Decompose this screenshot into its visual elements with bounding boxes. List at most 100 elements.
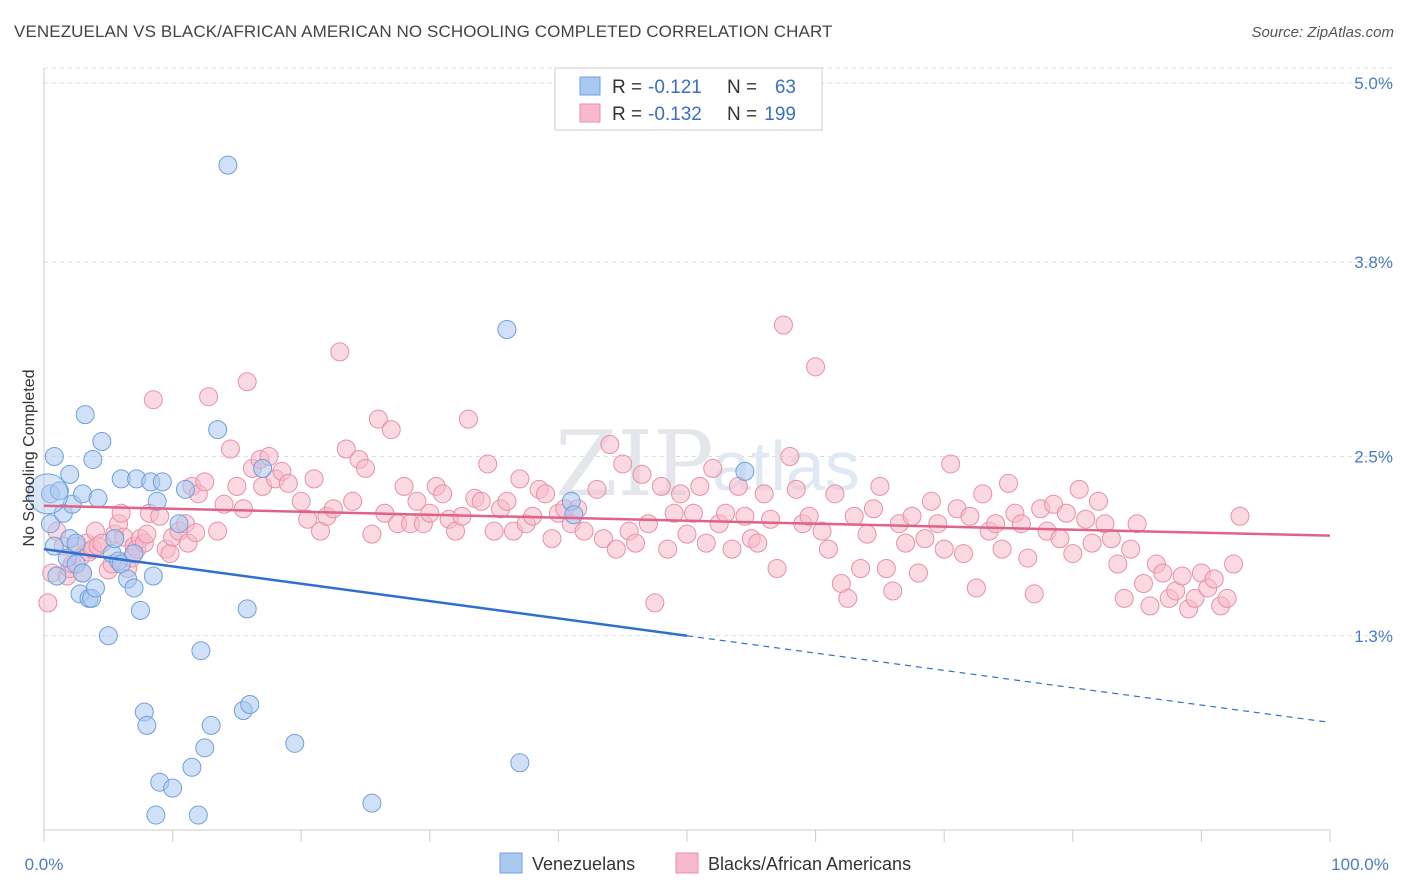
black-african-american-point xyxy=(863,499,883,519)
venezuelan-point xyxy=(47,566,67,586)
venezuelan-point xyxy=(137,715,157,735)
bottom-legend-swatch-black-african-americans xyxy=(675,852,699,874)
black-african-american-point xyxy=(683,503,703,523)
y-tick-label: 5.0% xyxy=(1354,74,1393,93)
venezuelan-point xyxy=(85,578,105,598)
venezuelan-point xyxy=(169,514,189,534)
legend-swatch xyxy=(579,76,601,96)
black-african-american-point xyxy=(754,484,774,504)
venezuelan-point xyxy=(130,600,150,620)
legend-n-label: N = xyxy=(727,77,757,98)
black-african-american-point xyxy=(857,524,877,544)
black-african-american-point xyxy=(381,420,401,440)
venezuelan-point xyxy=(60,464,80,484)
venezuelan-point xyxy=(105,529,125,549)
black-african-american-point xyxy=(394,476,414,496)
venezuelan-point xyxy=(285,733,305,753)
venezuelan-point xyxy=(237,599,257,619)
black-african-american-point xyxy=(574,521,594,541)
bottom-legend: Venezuelans Blacks/African Americans xyxy=(499,852,911,874)
black-african-american-point xyxy=(658,539,678,559)
black-african-american-point xyxy=(1114,588,1134,608)
black-african-american-point xyxy=(645,593,665,613)
black-african-american-point xyxy=(921,491,941,511)
legend-n-value: 63 xyxy=(775,77,796,98)
black-african-american-point xyxy=(664,503,684,523)
black-african-american-point xyxy=(915,529,935,549)
venezuelan-point xyxy=(66,533,86,553)
black-african-american-point xyxy=(696,533,716,553)
black-african-american-point xyxy=(227,476,247,496)
black-african-american-point xyxy=(716,503,736,523)
x-tick-label-min: 0.0% xyxy=(25,855,64,874)
venezuelan-point xyxy=(188,805,208,825)
black-african-american-point xyxy=(825,484,845,504)
legend-n-label: N = xyxy=(727,104,757,125)
black-african-american-point xyxy=(703,458,723,478)
venezuelan-point xyxy=(147,491,167,511)
black-african-american-point xyxy=(928,514,948,534)
black-african-american-point xyxy=(992,539,1012,559)
black-african-american-point xyxy=(786,479,806,499)
black-african-american-point xyxy=(1224,554,1244,574)
black-african-american-point xyxy=(1127,514,1147,534)
black-african-american-point xyxy=(651,476,671,496)
trend-lines xyxy=(43,504,1331,724)
black-african-american-point xyxy=(143,390,163,410)
venezuelan-point xyxy=(75,405,95,425)
black-african-american-point xyxy=(966,578,986,598)
black-african-american-point xyxy=(1217,588,1237,608)
venezuelan-point xyxy=(88,488,108,508)
venezuelan-point xyxy=(175,479,195,499)
venezuelan-point xyxy=(163,778,183,798)
black-african-american-point xyxy=(876,559,896,579)
black-african-american-point xyxy=(613,454,633,474)
venezuelan-point xyxy=(49,481,69,501)
black-african-american-point xyxy=(186,523,206,543)
black-african-american-point xyxy=(137,524,157,544)
y-axis-label: No Schooling Completed xyxy=(21,370,38,547)
venezuelan-trend-extension xyxy=(686,635,1331,724)
black-african-american-point xyxy=(1082,533,1102,553)
bottom-legend-label-venezuelans: Venezuelans xyxy=(532,854,635,874)
venezuelan-point xyxy=(253,458,273,478)
black-african-american-point xyxy=(368,409,388,429)
black-african-american-point xyxy=(38,593,58,613)
y-tick-label: 3.8% xyxy=(1354,253,1393,272)
venezuelan-point xyxy=(44,446,64,466)
black-african-american-point xyxy=(844,506,864,526)
venezuelan-point xyxy=(564,505,584,525)
venezuelan-point xyxy=(201,715,221,735)
venezuelan-point xyxy=(83,449,103,469)
black-african-american-point xyxy=(593,529,613,549)
black-african-american-point xyxy=(999,473,1018,493)
black-african-american-point xyxy=(773,315,793,335)
venezuelan-point xyxy=(208,420,228,440)
black-african-american-point xyxy=(960,506,980,526)
black-african-american-point xyxy=(1121,539,1141,559)
black-african-american-point xyxy=(986,514,1006,534)
black-african-american-point xyxy=(330,342,350,362)
black-african-american-point xyxy=(1018,548,1038,568)
black-african-american-point xyxy=(1076,509,1096,529)
chart-source: Source: ZipAtlas.com xyxy=(1251,24,1394,41)
black-african-american-point xyxy=(1134,573,1154,593)
venezuelan-point xyxy=(73,563,93,583)
venezuelan-point xyxy=(510,753,530,773)
black-african-american-point xyxy=(420,503,440,523)
black-african-american-point xyxy=(1108,554,1128,574)
black-african-american-point xyxy=(208,521,228,541)
venezuelan-point xyxy=(124,578,144,598)
legend-swatch xyxy=(579,103,601,123)
gridlines xyxy=(44,67,1392,637)
black-african-american-point xyxy=(433,484,453,504)
data-points xyxy=(27,155,1250,825)
black-african-american-point xyxy=(1011,514,1031,534)
black-african-american-point xyxy=(336,439,356,459)
venezuelan-point-large xyxy=(27,473,69,515)
black-african-american-point xyxy=(626,533,646,553)
black-african-american-point xyxy=(908,563,928,583)
x-tick-label-max: 100.0% xyxy=(1331,855,1389,874)
black-african-american-point xyxy=(818,539,838,559)
venezuelan-point xyxy=(497,319,517,339)
